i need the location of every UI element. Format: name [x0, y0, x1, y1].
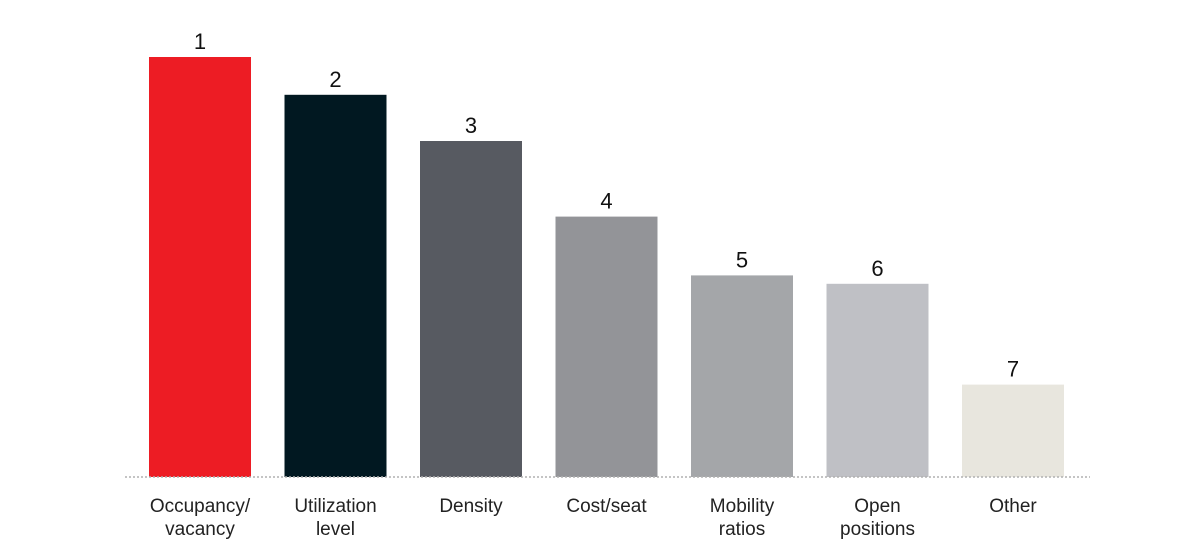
category-label-line: level — [316, 519, 355, 540]
bar-3 — [420, 141, 522, 477]
bar-2 — [284, 94, 387, 478]
value-label-6: 6 — [871, 256, 883, 281]
value-labels-group: 1 2 3 4 5 6 7 — [194, 29, 1019, 382]
category-label-6: Open positions — [840, 496, 915, 540]
category-label-7: Other — [989, 496, 1037, 517]
category-label-line: Open — [854, 496, 900, 517]
bar-5 — [691, 275, 793, 477]
category-label-2: Utilization level — [294, 496, 376, 540]
value-label-7: 7 — [1007, 357, 1019, 382]
value-label-5: 5 — [736, 247, 748, 272]
category-label-line: Cost/seat — [566, 496, 647, 517]
value-label-2: 2 — [329, 67, 341, 92]
category-label-line: Occupancy/ — [150, 496, 251, 517]
category-label-line: Density — [439, 496, 503, 517]
bars-group — [149, 57, 1064, 478]
bar-4 — [555, 216, 658, 477]
value-label-4: 4 — [600, 189, 612, 214]
bar-6 — [826, 283, 929, 477]
category-labels-group: Occupancy/vacancy Utilization level Density… — [150, 496, 1038, 540]
bar-7 — [962, 384, 1064, 477]
category-label-line: positions — [840, 519, 915, 540]
value-label-3: 3 — [465, 113, 477, 138]
category-label-3: Density — [439, 496, 503, 517]
category-label-line: ratios — [719, 519, 765, 540]
category-label-line: Other — [989, 496, 1037, 517]
value-label-1: 1 — [194, 29, 206, 54]
category-label-5: Mobility ratios — [710, 496, 775, 540]
category-label-1: Occupancy/vacancy — [150, 496, 251, 540]
category-label-line: vacancy — [165, 519, 235, 540]
bar-1 — [149, 57, 251, 477]
category-label-line: Utilization — [294, 496, 376, 517]
category-label-line: Mobility — [710, 496, 775, 517]
category-label-4: Cost/seat — [566, 496, 647, 517]
